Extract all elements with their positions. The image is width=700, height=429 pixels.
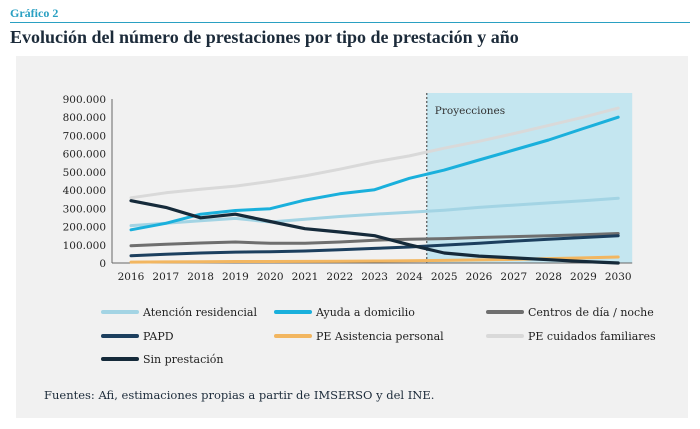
y-tick-label: 700.000	[63, 130, 106, 142]
series-line	[129, 106, 620, 200]
x-tick-label: 2021	[292, 271, 319, 283]
x-tick-label: 2023	[361, 271, 388, 283]
x-tick-label: 2024	[396, 271, 423, 283]
series-line	[129, 196, 620, 228]
y-tick-label: 900.000	[63, 94, 106, 106]
x-tick-label: 2030	[605, 271, 632, 283]
x-tick-label: 2028	[535, 271, 562, 283]
y-tick-label: 100.000	[63, 240, 106, 252]
legend-label: Sin prestación	[143, 353, 223, 366]
legend-label: PAPD	[143, 330, 174, 343]
x-tick-label: 2025	[431, 271, 458, 283]
projection-label: Proyecciones	[435, 105, 505, 117]
series-line	[129, 234, 620, 258]
chart-title: Evolución del número de prestaciones por…	[10, 27, 519, 47]
y-tick-label: 300.000	[63, 203, 106, 215]
x-tick-label: 2026	[466, 271, 493, 283]
x-tick-label: 2016	[118, 271, 145, 283]
legend-label: Centros de día / noche	[528, 306, 654, 319]
x-tick-label: 2019	[222, 271, 249, 283]
x-tick-label: 2017	[152, 271, 179, 283]
y-tick-label: 0	[99, 258, 106, 270]
chart-panel: Proyecciones 0 100.000 200.000 300.000 400.00…	[16, 56, 688, 418]
header-divider	[10, 22, 690, 23]
x-tick-label: 2018	[187, 271, 214, 283]
y-tick-label: 800.000	[63, 112, 106, 124]
legend-label: Ayuda a domicilio	[315, 306, 415, 319]
legend-label: Atención residencial	[142, 306, 257, 319]
x-tick-label: 2029	[570, 271, 597, 283]
line-chart: Proyecciones 0 100.000 200.000 300.000 400.00…	[63, 93, 656, 366]
series-line	[129, 232, 620, 248]
x-tick-label: 2022	[326, 271, 353, 283]
y-tick-label: 400.000	[63, 185, 106, 197]
series-line	[129, 199, 620, 265]
source-note: Fuentes: Afi, estimaciones propias a par…	[44, 388, 435, 402]
y-tick-label: 200.000	[63, 222, 106, 234]
series-line	[129, 115, 620, 232]
legend-label: PE cuidados familiares	[528, 330, 656, 343]
figure-label: Gráfico 2	[10, 6, 59, 20]
legend-label: PE Asistencia personal	[316, 330, 444, 343]
y-tick-label: 600.000	[63, 149, 106, 161]
x-tick-label: 2020	[257, 271, 284, 283]
y-tick-label: 500.000	[63, 167, 106, 179]
x-tick-label: 2027	[500, 271, 527, 283]
